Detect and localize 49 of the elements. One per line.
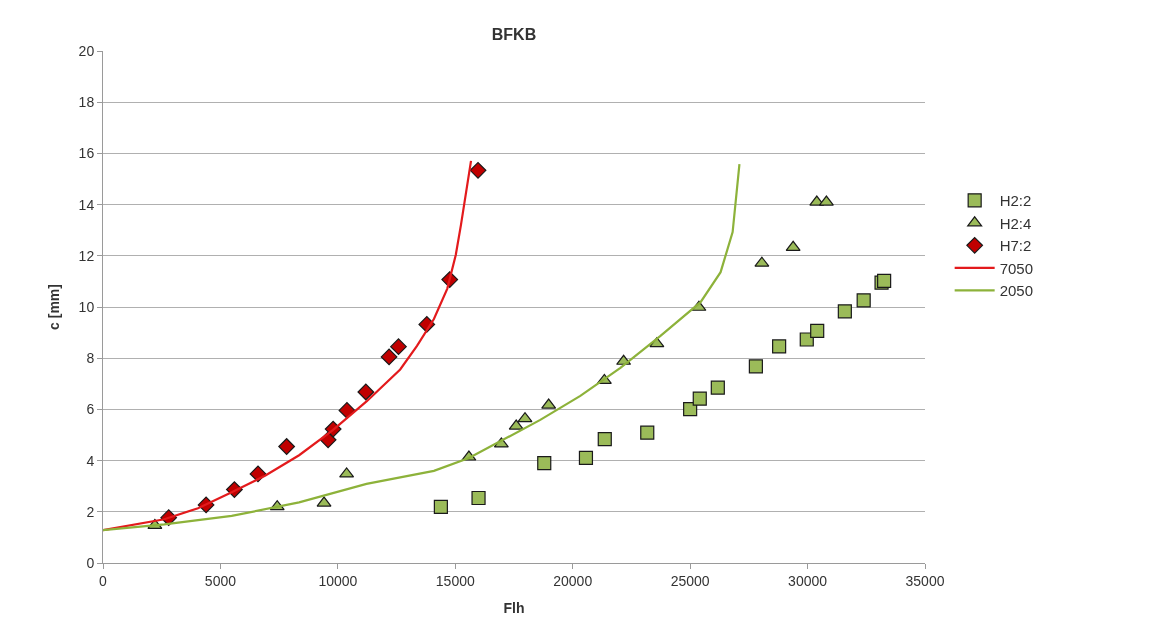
y-tick-label: 8 [86, 350, 95, 367]
legend-label: H7:2 [999, 237, 1032, 255]
point [390, 338, 407, 356]
y-tick-label: 16 [78, 145, 95, 162]
point [278, 438, 296, 455]
point [357, 383, 375, 401]
point [837, 304, 852, 319]
x-tick-label: 10000 [318, 572, 358, 589]
legend-label: H2:2 [999, 192, 1032, 210]
x-tick-label: 20000 [553, 572, 593, 589]
point [710, 380, 725, 395]
legend-label: 2050 [999, 282, 1034, 300]
point [799, 332, 814, 347]
point [338, 402, 356, 419]
y-tick-label: 20 [78, 42, 95, 59]
legend-label: 7050 [999, 259, 1034, 277]
y-tick-label: 6 [86, 401, 95, 418]
point [772, 339, 787, 354]
point [578, 450, 594, 465]
point [640, 425, 655, 440]
x-tick-label: 30000 [788, 572, 828, 589]
point [597, 432, 612, 447]
x-tick-label: 35000 [905, 572, 945, 589]
point [433, 499, 448, 515]
point [469, 161, 487, 179]
point [692, 391, 707, 406]
x-axis-title: Flh [503, 600, 525, 617]
x-tick-label: 0 [99, 572, 108, 589]
y-tick-label: 4 [86, 452, 95, 469]
point [810, 323, 825, 338]
x-tick-label: 15000 [435, 572, 475, 589]
y-tick-label: 14 [78, 196, 95, 213]
legend-label: H2:4 [999, 214, 1032, 232]
y-tick-label: 2 [86, 503, 95, 520]
y-tick-label: 12 [78, 247, 95, 264]
y-axis-title: c [mm] [46, 284, 63, 330]
x-tick-label: 25000 [670, 572, 710, 589]
y-tick-label: 10 [78, 298, 95, 315]
chart-title: BFKB [491, 25, 537, 43]
line-series [103, 163, 741, 532]
y-tick-label: 18 [78, 94, 95, 111]
point [748, 359, 763, 374]
x-tick-label: 5000 [204, 572, 237, 589]
point [683, 402, 698, 417]
point [471, 490, 486, 506]
point [537, 456, 552, 471]
point [380, 348, 398, 366]
point [856, 293, 871, 308]
y-tick-label: 0 [86, 554, 95, 571]
